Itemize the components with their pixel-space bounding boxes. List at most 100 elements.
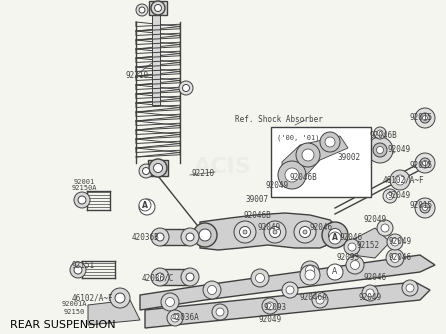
Polygon shape: [200, 213, 340, 250]
Circle shape: [420, 158, 430, 168]
Circle shape: [115, 293, 125, 303]
Circle shape: [300, 265, 320, 285]
Circle shape: [193, 223, 217, 247]
Text: 92093: 92093: [264, 304, 287, 313]
Circle shape: [266, 302, 274, 310]
Text: 42036/C: 42036/C: [142, 274, 174, 283]
Text: 92046A: 92046A: [299, 294, 327, 303]
Circle shape: [327, 264, 343, 280]
Circle shape: [139, 199, 155, 215]
Text: 92046: 92046: [340, 233, 363, 242]
Circle shape: [402, 280, 418, 296]
Circle shape: [74, 266, 82, 274]
Circle shape: [186, 273, 194, 281]
Circle shape: [344, 239, 360, 255]
Circle shape: [294, 221, 316, 243]
Circle shape: [151, 1, 165, 15]
Circle shape: [367, 137, 393, 163]
Circle shape: [199, 229, 211, 241]
Circle shape: [181, 268, 199, 286]
Circle shape: [329, 232, 341, 244]
Text: ACIS: ACIS: [194, 157, 252, 177]
Circle shape: [212, 304, 228, 320]
Circle shape: [422, 116, 428, 121]
Bar: [148, 160, 168, 176]
Text: 92046: 92046: [388, 254, 412, 263]
Circle shape: [269, 226, 281, 237]
Text: 92015: 92015: [410, 161, 433, 169]
Circle shape: [305, 270, 315, 280]
Text: 46102/A~F: 46102/A~F: [383, 175, 425, 184]
Circle shape: [285, 168, 299, 182]
Polygon shape: [352, 228, 390, 258]
Circle shape: [156, 233, 164, 241]
Circle shape: [381, 224, 389, 232]
Circle shape: [377, 220, 393, 236]
Text: 92049: 92049: [258, 316, 281, 325]
Circle shape: [207, 286, 216, 295]
Text: 42036A: 42036A: [171, 314, 199, 323]
Circle shape: [262, 298, 278, 314]
Text: 92046B: 92046B: [243, 210, 271, 219]
Text: Ref. Shock Absorber: Ref. Shock Absorber: [235, 116, 323, 125]
Circle shape: [377, 130, 383, 136]
Text: 92210: 92210: [192, 168, 215, 177]
Polygon shape: [140, 255, 435, 310]
Text: 92046: 92046: [363, 274, 387, 283]
Text: 92049: 92049: [265, 180, 288, 189]
Circle shape: [329, 228, 342, 241]
Circle shape: [422, 205, 428, 210]
Circle shape: [390, 170, 410, 190]
Circle shape: [264, 221, 286, 243]
Circle shape: [153, 164, 162, 172]
Bar: [160, 229, 190, 245]
Circle shape: [179, 81, 193, 95]
Circle shape: [243, 230, 247, 234]
Bar: [152, 15, 160, 105]
Circle shape: [386, 249, 404, 267]
Polygon shape: [88, 300, 140, 325]
Circle shape: [139, 7, 145, 13]
Circle shape: [216, 308, 224, 316]
Circle shape: [316, 296, 324, 304]
Text: A: A: [332, 233, 338, 242]
Circle shape: [296, 143, 320, 167]
Text: 92015: 92015: [410, 114, 433, 123]
Polygon shape: [282, 136, 348, 185]
Circle shape: [373, 143, 387, 157]
Circle shape: [203, 281, 221, 299]
Circle shape: [143, 167, 149, 174]
Circle shape: [383, 189, 397, 203]
Circle shape: [149, 159, 167, 177]
Circle shape: [251, 269, 269, 287]
Circle shape: [151, 268, 169, 286]
Circle shape: [301, 261, 319, 279]
Text: 39007: 39007: [245, 195, 268, 204]
Text: 46102/A~F: 46102/A~F: [72, 294, 114, 303]
Circle shape: [78, 196, 86, 204]
Text: A: A: [145, 202, 149, 211]
Circle shape: [240, 226, 251, 237]
Circle shape: [391, 238, 399, 246]
Circle shape: [70, 262, 86, 278]
Circle shape: [282, 282, 298, 298]
Circle shape: [391, 254, 400, 263]
Circle shape: [306, 266, 314, 275]
Text: 92046: 92046: [310, 223, 333, 232]
Text: REAR SUSPENSION: REAR SUSPENSION: [10, 320, 116, 330]
Circle shape: [139, 164, 153, 178]
Circle shape: [110, 288, 130, 308]
Text: A: A: [142, 200, 148, 209]
Text: 39002: 39002: [338, 154, 361, 163]
Text: 92049: 92049: [388, 146, 411, 155]
Circle shape: [348, 243, 356, 251]
Circle shape: [322, 222, 348, 248]
Circle shape: [325, 137, 335, 147]
Circle shape: [387, 192, 393, 199]
Circle shape: [165, 298, 174, 307]
Circle shape: [156, 273, 164, 281]
Circle shape: [387, 234, 403, 250]
Circle shape: [420, 113, 430, 123]
Circle shape: [346, 256, 364, 274]
Text: ('00, '01): ('00, '01): [277, 135, 319, 141]
